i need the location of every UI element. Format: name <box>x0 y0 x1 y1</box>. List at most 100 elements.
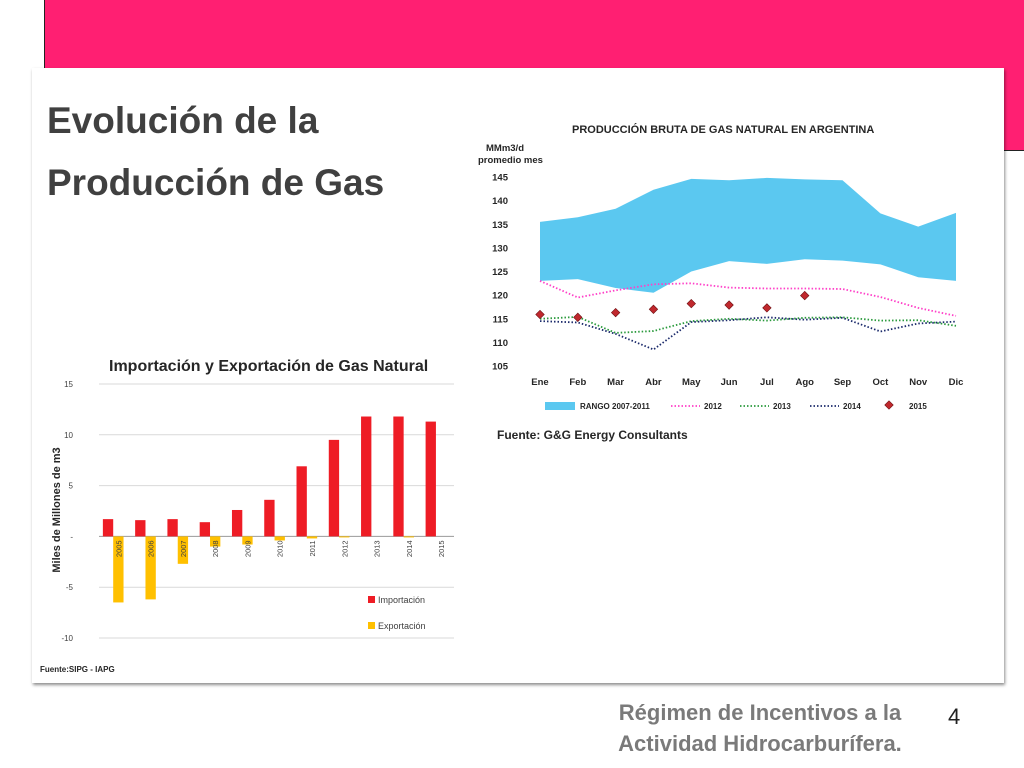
x-tick-label: 2015 <box>437 540 446 557</box>
y-tick-label: 145 <box>492 173 509 184</box>
page-number: 4 <box>948 704 961 729</box>
bar-importacion-2006 <box>135 520 146 537</box>
legend: RANGO 2007-2011 2012 2013 2014 2015 <box>545 400 927 411</box>
bar-importacion-2009 <box>231 509 243 537</box>
x-tick-label: 2014 <box>405 540 414 557</box>
legend-swatch-importacion <box>368 596 375 603</box>
bar-exportacion-2014 <box>403 536 414 538</box>
slide-title-line-1: Evolución de la <box>47 100 319 141</box>
bar-importacion-2014 <box>393 416 404 537</box>
chart-background <box>34 345 458 679</box>
x-tick-label: Feb <box>569 377 586 388</box>
y-tick-label: 5 <box>69 482 74 491</box>
bar-exportacion-2007 <box>177 536 189 564</box>
x-tick-labels: 2005 2006 2007 2008 2009 2010 2011 2012 2013 2014… <box>114 540 446 557</box>
y-axis-label-line-1: MMm3/d <box>486 143 524 154</box>
chart-source: Fuente: G&G Energy Consultants <box>497 428 688 442</box>
bar-exportacion-2009 <box>242 536 253 545</box>
bar-importacion-2013 <box>361 416 372 537</box>
x-tick-label: Ago <box>795 377 814 388</box>
series-lines <box>539 280 957 351</box>
bar-exportacion-2006 <box>145 536 156 600</box>
x-tick-labels: Ene Feb Mar Abr May Jun Jul Ago Sep Oct Nov Dic <box>531 377 963 388</box>
bar-importacion-2015 <box>425 421 436 537</box>
x-tick-label: 2008 <box>211 540 220 557</box>
footer-line-1: Régimen de Incentivos a la <box>618 700 902 725</box>
marker-2015-Jul <box>762 303 772 313</box>
gas-production-chart: PRODUCCIÓN BRUTA DE GAS NATURAL EN ARGEN… <box>468 115 980 455</box>
legend-label-exportacion: Exportación <box>378 621 426 631</box>
y-tick-label: 135 <box>492 220 509 231</box>
y-tick-labels: 15 10 5 - -5 -10 <box>61 380 73 643</box>
y-tick-label: 125 <box>492 267 509 278</box>
marker-2015-Mar <box>610 307 621 318</box>
slide-title: Evolución de la Producción de Gas <box>47 90 384 214</box>
bar-exportacion-2008 <box>210 536 221 547</box>
markers-2015 <box>535 290 810 322</box>
bar-importacion-2008 <box>199 522 211 537</box>
x-tick-label: Jul <box>760 377 774 388</box>
legend-swatch-exportacion <box>368 622 375 629</box>
x-tick-label: 2007 <box>179 540 188 557</box>
y-tick-label: -10 <box>61 634 73 643</box>
marker-2015-Ago <box>800 290 810 301</box>
chart-source: Fuente:SIPG - IAPG <box>40 665 115 674</box>
bar-exportacion-2005 <box>113 536 124 603</box>
bars <box>102 416 436 603</box>
x-tick-label: 2009 <box>243 540 252 557</box>
marker-2015-Jun <box>724 300 734 310</box>
x-tick-label: Ene <box>531 377 548 388</box>
marker-2015-Feb <box>573 312 583 322</box>
chart-title: PRODUCCIÓN BRUTA DE GAS NATURAL EN ARGEN… <box>572 123 874 136</box>
x-tick-label: 2005 <box>114 540 123 557</box>
legend-swatch-2015 <box>884 400 894 410</box>
marker-2015-Ene <box>535 309 545 320</box>
bar-exportacion-2010 <box>274 536 285 541</box>
legend-label-2015: 2015 <box>909 402 927 411</box>
y-tick-label: - <box>70 532 73 541</box>
y-axis-label: Miles de Millones de m3 <box>51 447 63 572</box>
legend-label-importacion: Importación <box>378 595 425 605</box>
x-tick-label: Dic <box>949 377 964 388</box>
y-tick-label: 120 <box>492 291 508 302</box>
x-tick-label: May <box>682 377 701 388</box>
slide-title-line-2: Producción de Gas <box>47 162 385 203</box>
import-export-chart: Importación y Exportación de Gas Natural… <box>34 345 458 679</box>
marker-2015-Abr <box>648 304 659 314</box>
y-tick-label: 105 <box>492 362 509 373</box>
y-tick-labels: 145 140 135 130 125 120 115 110 105 <box>492 173 509 373</box>
chart-background <box>468 115 980 455</box>
x-tick-label: 2010 <box>276 540 285 557</box>
y-tick-label: 115 <box>493 314 509 325</box>
marker-2015-May <box>686 298 696 309</box>
y-tick-label: 130 <box>492 243 508 254</box>
bar-exportacion-2012 <box>339 536 350 538</box>
legend-label-range: RANGO 2007-2011 <box>580 402 650 411</box>
y-tick-label: 10 <box>64 431 73 440</box>
chart-title: Importación y Exportación de Gas Natural <box>109 358 428 375</box>
legend-label-2012: 2012 <box>704 402 722 411</box>
x-tick-label: Nov <box>909 377 928 388</box>
footer-line-2: Actividad Hidrocarburífera. <box>618 731 902 756</box>
legend-label-2014: 2014 <box>843 402 861 411</box>
x-tick-label: Abr <box>645 377 662 388</box>
bar-importacion-2007 <box>167 519 178 537</box>
bar-importacion-2005 <box>102 519 114 537</box>
range-band <box>540 177 956 293</box>
y-axis-label-line-2: promedio mes <box>478 155 543 166</box>
y-tick-label: 140 <box>492 196 508 207</box>
x-tick-label: Mar <box>607 377 624 388</box>
bar-exportacion-2011 <box>306 536 318 539</box>
bar-importacion-2012 <box>328 439 340 537</box>
y-tick-label: 110 <box>493 338 508 349</box>
y-tick-label: -5 <box>66 583 74 592</box>
footer-text: Régimen de Incentivos a la Actividad Hid… <box>560 697 960 759</box>
line-2014 <box>539 316 957 351</box>
x-tick-label: Jun <box>721 377 738 388</box>
x-tick-label: 2012 <box>340 540 349 557</box>
x-tick-label: Oct <box>872 377 889 388</box>
y-tick-label: 15 <box>64 380 73 389</box>
bar-importacion-2011 <box>296 466 307 537</box>
x-tick-label: 2006 <box>147 540 156 557</box>
legend: Importación Exportación <box>368 595 426 631</box>
